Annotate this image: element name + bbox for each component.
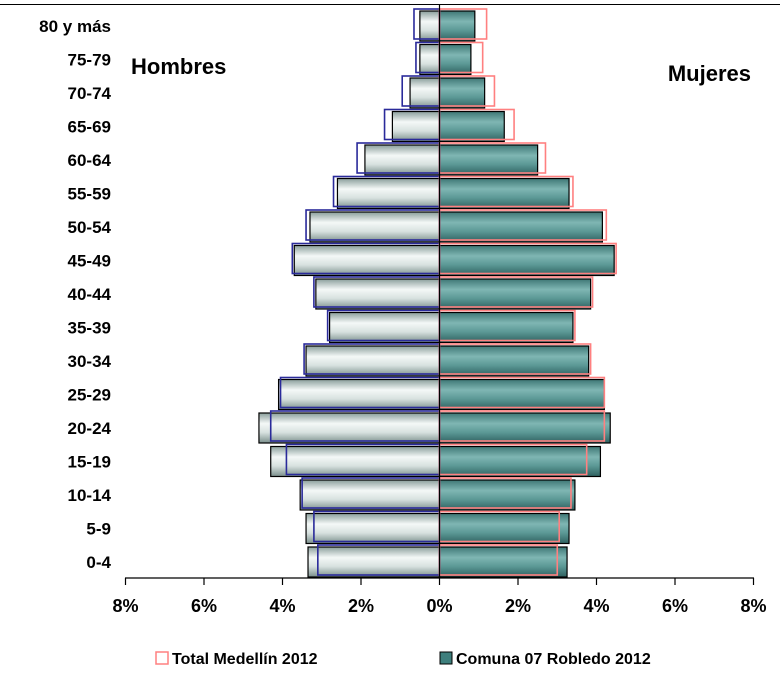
y-label-55-59: 55-59: [68, 185, 111, 204]
legend-swatch-comuna-07: [439, 651, 453, 665]
x-tick-label: 6%: [662, 596, 688, 616]
bar-hombres-70-74: [409, 77, 441, 109]
x-tick-label: 2%: [348, 596, 374, 616]
y-label-0-4: 0-4: [86, 553, 111, 572]
bar-hombres-25-29: [277, 378, 441, 411]
y-label-10-14: 10-14: [68, 486, 112, 505]
bar-mujeres-20-24: [438, 412, 611, 444]
legend: Total Medellín 2012 Comuna 07 Robledo 20…: [155, 651, 651, 668]
bar-mujeres-70-74: [438, 77, 486, 109]
y-label-70-74: 70-74: [68, 84, 112, 103]
y-label-30-34: 30-34: [68, 352, 112, 371]
bar-hombres-75-79: [419, 43, 441, 76]
y-label-50-54: 50-54: [68, 218, 112, 237]
bars-mujeres: [438, 10, 615, 578]
y-label-25-29: 25-29: [68, 386, 111, 405]
x-tick-label: 8%: [740, 596, 766, 616]
x-tick-label: 4%: [269, 596, 295, 616]
bar-mujeres-80-y-m-s: [438, 10, 476, 42]
y-label-15-19: 15-19: [68, 453, 111, 472]
x-tick-label: 8%: [112, 596, 138, 616]
bar-mujeres-0-4: [438, 546, 568, 578]
bar-mujeres-35-39: [438, 311, 574, 344]
bar-mujeres-30-34: [438, 345, 590, 377]
x-tick-label: 2%: [505, 596, 531, 616]
x-tick-label: 6%: [191, 596, 217, 616]
bar-hombres-45-49: [293, 244, 441, 277]
bar-mujeres-10-14: [438, 479, 576, 511]
bar-hombres-5-9: [305, 512, 441, 545]
bar-hombres-40-44: [315, 278, 441, 310]
bar-hombres-55-59: [336, 177, 441, 210]
bar-mujeres-40-44: [438, 278, 592, 310]
bar-hombres-20-24: [258, 412, 441, 444]
bar-hombres-60-64: [364, 144, 441, 176]
y-label-45-49: 45-49: [68, 252, 111, 271]
bar-hombres-15-19: [270, 445, 441, 478]
legend-label-total-medellin: Total Medellín 2012: [172, 651, 318, 668]
y-label-5-9: 5-9: [86, 520, 111, 539]
y-label-60-64: 60-64: [68, 151, 112, 170]
legend-swatch-total-medellin: [155, 651, 169, 665]
bar-hombres-80-y-m-s: [419, 10, 441, 42]
bar-hombres-0-4: [307, 546, 441, 578]
y-label-35-39: 35-39: [68, 319, 111, 338]
bar-mujeres-5-9: [438, 512, 570, 545]
side-label-mujeres: Mujeres: [668, 61, 751, 86]
bars-hombres: [258, 10, 441, 578]
bar-mujeres-55-59: [438, 177, 570, 210]
bar-hombres-35-39: [329, 311, 441, 344]
bar-mujeres-65-69: [438, 110, 505, 143]
legend-label-comuna-07: Comuna 07 Robledo 2012: [456, 651, 651, 668]
bar-hombres-30-34: [305, 345, 441, 377]
y-label-40-44: 40-44: [68, 285, 112, 304]
bar-mujeres-75-79: [438, 43, 472, 76]
bar-mujeres-45-49: [438, 244, 615, 277]
x-tick-label: 0%: [426, 596, 452, 616]
bar-mujeres-15-19: [438, 445, 602, 478]
bar-mujeres-50-54: [438, 211, 603, 243]
bar-mujeres-25-29: [438, 378, 605, 411]
y-label-75-79: 75-79: [68, 51, 111, 70]
y-label-65-69: 65-69: [68, 118, 111, 137]
x-tick-label: 4%: [583, 596, 609, 616]
bar-mujeres-60-64: [438, 144, 539, 176]
side-label-hombres: Hombres: [131, 54, 226, 79]
x-axis: 8% 6% 4% 2% 0% 2% 4% 6% 8%: [112, 5, 767, 616]
y-label-20-24: 20-24: [68, 419, 112, 438]
y-label-80-y-m-s: 80 y más: [39, 17, 111, 36]
bar-hombres-65-69: [391, 110, 441, 143]
bar-hombres-50-54: [309, 211, 441, 243]
y-axis-labels: 80 y más 75-79 70-74 65-69 60-64 55-59 50-54 45…: [39, 17, 111, 572]
bar-hombres-10-14: [299, 479, 441, 511]
